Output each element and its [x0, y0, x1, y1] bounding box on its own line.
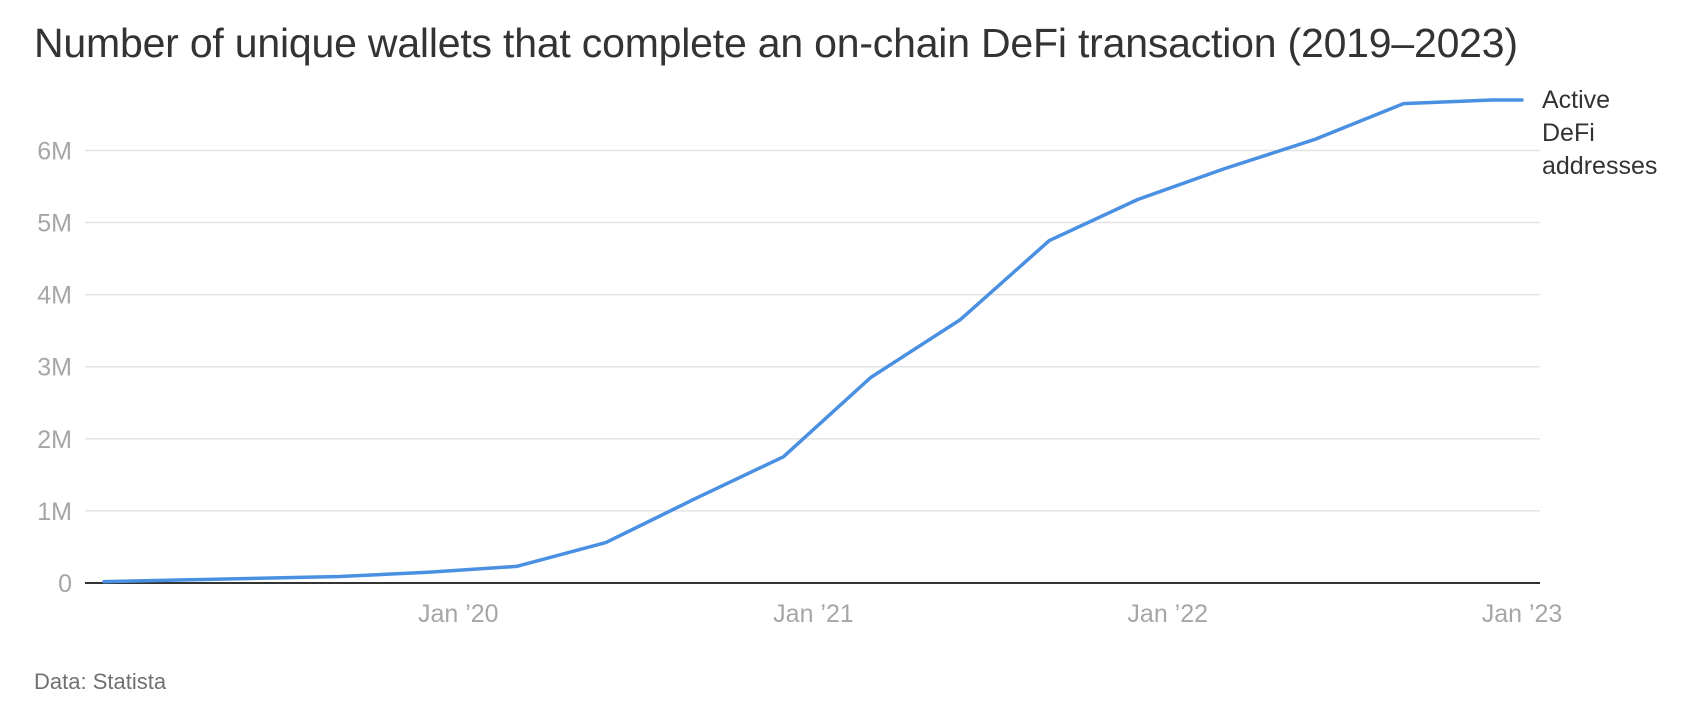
y-tick-label-5: 5M [37, 210, 72, 238]
series-labels: Active DeFi addresses [1542, 86, 1657, 180]
x-tick-label-3: Jan ’23 [1482, 600, 1563, 628]
series-layer [102, 98, 1524, 584]
chart-title: Number of unique wallets that complete a… [34, 20, 1518, 66]
x-tick-label-1: Jan ’21 [773, 600, 854, 628]
source-label: Data: [34, 669, 87, 694]
y-tick-label-6: 6M [37, 137, 72, 165]
gridlines [85, 149, 1540, 512]
y-axis-tick-labels: 0 1M 2M 3M 4M 5M 6M [37, 137, 72, 598]
source-note: Data: Statista [34, 669, 166, 695]
series-line-0 [102, 98, 1524, 584]
series-label-line-0: Active [1542, 86, 1610, 114]
series-label-line-1: DeFi [1542, 119, 1595, 147]
source-link[interactable]: Statista [92, 669, 167, 694]
x-tick-label-0: Jan ’20 [418, 600, 499, 628]
y-tick-label-4: 4M [37, 282, 72, 310]
y-tick-label-1: 1M [37, 498, 72, 526]
x-tick-label-2: Jan ’22 [1127, 600, 1208, 628]
y-tick-label-2: 2M [37, 426, 72, 454]
series-label-line-2: addresses [1542, 152, 1657, 180]
series-label-0: Active DeFi addresses [1542, 86, 1657, 180]
y-tick-label-3: 3M [37, 354, 72, 382]
x-axis-tick-labels: Jan ’20 Jan ’21 Jan ’22 Jan ’23 [418, 600, 1562, 628]
y-tick-label-0: 0 [58, 570, 72, 598]
